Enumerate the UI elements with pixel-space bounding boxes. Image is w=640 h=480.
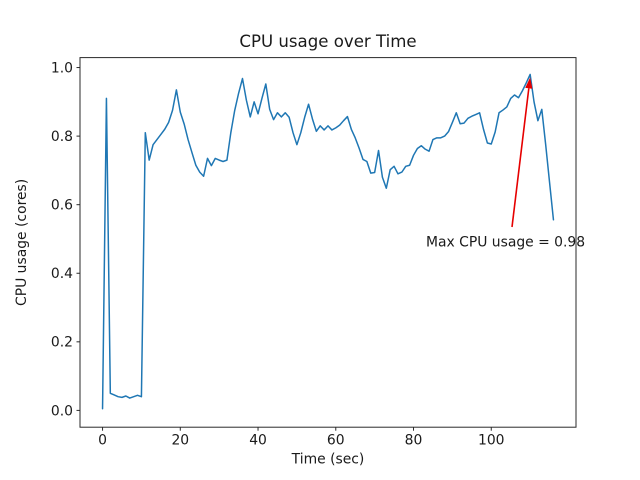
x-tick-label: 20 bbox=[171, 433, 189, 449]
data-series bbox=[101, 73, 555, 410]
x-tick-label: 40 bbox=[249, 433, 267, 449]
chart-title: CPU usage over Time bbox=[239, 32, 416, 51]
axes-frame bbox=[79, 57, 577, 428]
cpu-usage-line bbox=[101, 73, 555, 410]
y-axis-ticks: 0.0 0.2 0.4 0.6 0.8 1.0 bbox=[51, 60, 80, 419]
y-tick-label: 0.2 bbox=[51, 335, 73, 351]
arrowhead-icon bbox=[525, 77, 533, 89]
y-tick-label: 0.0 bbox=[51, 403, 73, 419]
x-tick-label: 100 bbox=[478, 433, 505, 449]
y-axis-label: CPU usage (cores) bbox=[14, 179, 30, 306]
x-axis-ticks: 0 20 40 60 80 100 bbox=[98, 427, 505, 449]
x-tick-label: 0 bbox=[98, 433, 107, 449]
annotation-text: Max CPU usage = 0.98 bbox=[426, 235, 585, 251]
y-tick-label: 0.8 bbox=[51, 129, 73, 145]
y-tick-label: 1.0 bbox=[51, 60, 73, 76]
annotation-arrow bbox=[511, 77, 533, 228]
arrow-shaft bbox=[511, 88, 530, 228]
y-tick-label: 0.4 bbox=[51, 266, 73, 282]
x-tick-label: 60 bbox=[327, 433, 345, 449]
x-tick-label: 80 bbox=[405, 433, 423, 449]
x-axis-label: Time (sec) bbox=[291, 452, 365, 468]
y-tick-label: 0.6 bbox=[51, 198, 73, 214]
